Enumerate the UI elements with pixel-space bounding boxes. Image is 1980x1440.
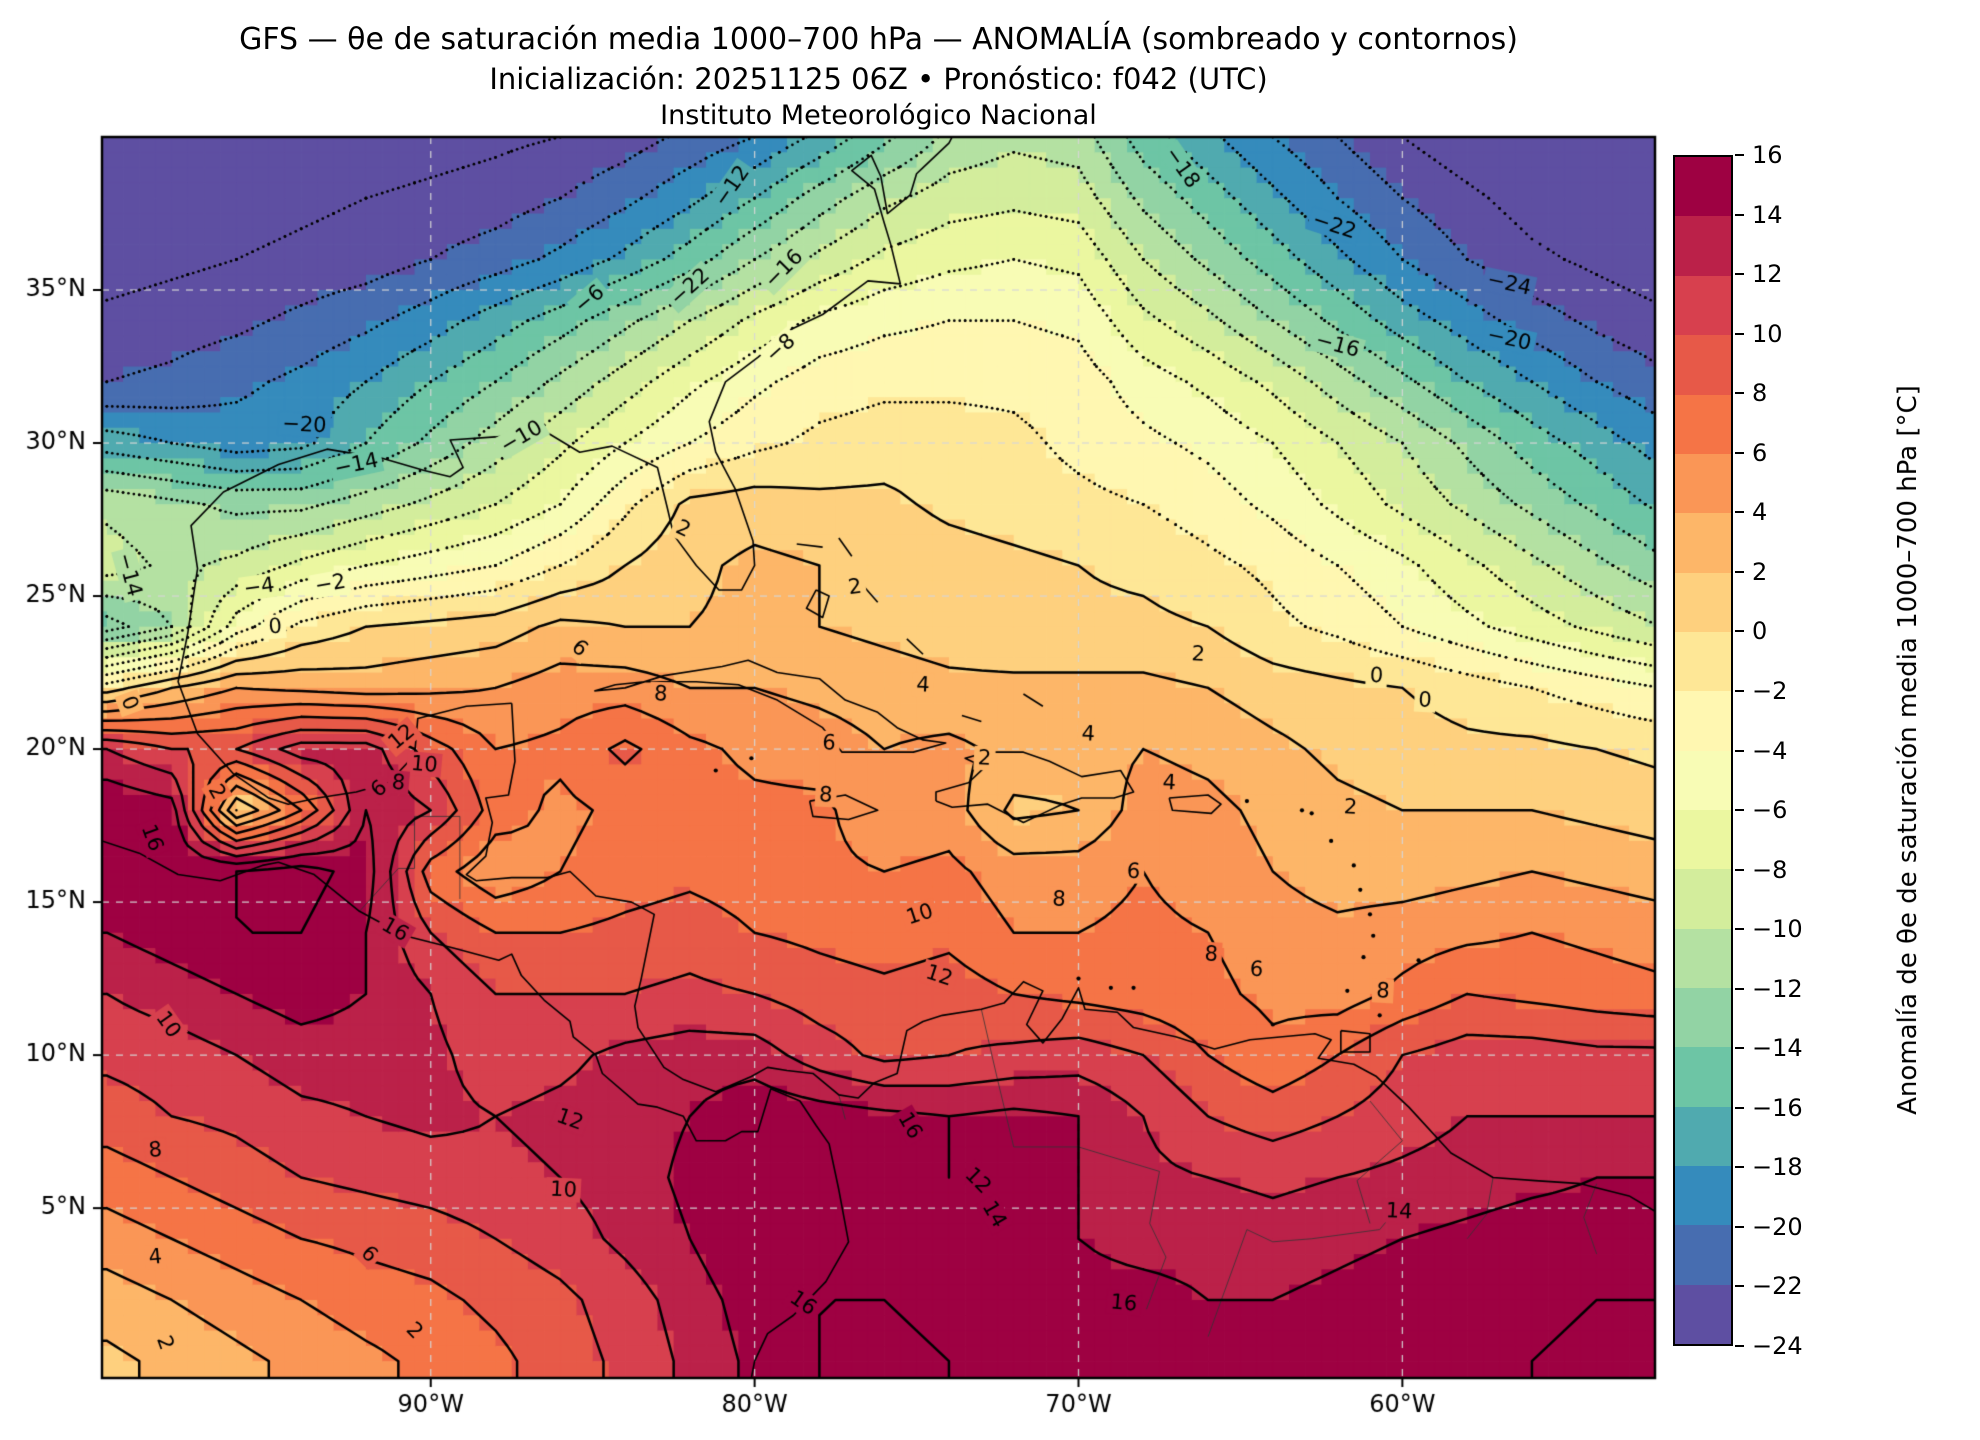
colorbar-band--8: [1675, 809, 1731, 870]
colorbar-tickmark: [1735, 213, 1744, 216]
colorbar-tickmark: [1735, 1225, 1744, 1228]
colorbar: [1673, 155, 1733, 1346]
colorbar-band--20: [1675, 1165, 1731, 1226]
colorbar-band--24: [1675, 1284, 1731, 1344]
colorbar-ticklabel: 6: [1752, 438, 1768, 467]
colorbar-tickmark: [1735, 1345, 1744, 1347]
colorbar-band-0: [1675, 572, 1731, 632]
colorbar-band-12: [1675, 216, 1731, 276]
colorbar-band-8: [1675, 335, 1731, 395]
colorbar-ticklabel: 0: [1752, 617, 1768, 646]
colorbar-band--16: [1675, 1047, 1731, 1107]
colorbar-band--22: [1675, 1225, 1731, 1285]
colorbar-ticklabel: 12: [1752, 260, 1783, 289]
colorbar-ticklabel: −2: [1752, 676, 1788, 705]
colorbar-band-14: [1675, 157, 1731, 217]
colorbar-band-4: [1675, 453, 1731, 514]
colorbar-tickmark: [1735, 868, 1744, 871]
colorbar-tickmark: [1735, 332, 1744, 335]
colorbar-ticklabel: −10: [1752, 915, 1803, 944]
colorbar-tickmark: [1735, 689, 1744, 692]
colorbar-ticklabel: 2: [1752, 557, 1768, 586]
colorbar-band--4: [1675, 691, 1731, 751]
colorbar-tickmark: [1735, 1047, 1744, 1050]
colorbar-tickmark: [1735, 749, 1744, 752]
colorbar-tickmark: [1735, 451, 1744, 454]
colorbar-tickmark: [1735, 570, 1744, 573]
colorbar-band--6: [1675, 750, 1731, 810]
colorbar-band-6: [1675, 394, 1731, 454]
colorbar-ticklabel: −6: [1752, 796, 1788, 825]
colorbar-tickmark: [1735, 392, 1744, 395]
colorbar-tickmark: [1735, 1166, 1744, 1169]
colorbar-band--10: [1675, 869, 1731, 929]
colorbar-tickmark: [1735, 809, 1744, 812]
colorbar-ticklabel: −16: [1752, 1093, 1803, 1122]
colorbar-tickmark: [1735, 1285, 1744, 1288]
colorbar-ticklabel: −20: [1752, 1212, 1803, 1241]
colorbar-ticklabel: 8: [1752, 379, 1768, 408]
colorbar-ticklabel: −12: [1752, 974, 1803, 1003]
colorbar-axis-label: Anomalía de θe de saturación media 1000–…: [1893, 385, 1923, 1115]
colorbar-band-2: [1675, 513, 1731, 573]
colorbar-band--2: [1675, 631, 1731, 692]
colorbar-ticklabel: 4: [1752, 498, 1768, 527]
colorbar-ticklabel: 16: [1752, 141, 1783, 169]
colorbar-ticklabel: −18: [1752, 1153, 1803, 1182]
colorbar-tickmark: [1735, 273, 1744, 276]
colorbar-band-10: [1675, 275, 1731, 336]
colorbar-band--14: [1675, 987, 1731, 1048]
colorbar-tickmark: [1735, 1106, 1744, 1109]
colorbar-band--18: [1675, 1106, 1731, 1166]
colorbar-ticklabel: −24: [1752, 1332, 1803, 1360]
colorbar-ticklabel: 14: [1752, 200, 1783, 229]
colorbar-tickmark: [1735, 987, 1744, 990]
colorbar-ticklabel: −14: [1752, 1034, 1803, 1063]
colorbar-tickmark: [1735, 154, 1744, 156]
colorbar-ticklabel: −22: [1752, 1272, 1803, 1301]
colorbar-tickmark: [1735, 511, 1744, 514]
colorbar-ticklabel: −8: [1752, 855, 1788, 884]
colorbar-tickmark: [1735, 630, 1744, 633]
colorbar-band--12: [1675, 928, 1731, 988]
colorbar-ticklabel: 10: [1752, 319, 1783, 348]
colorbar-ticklabel: −4: [1752, 736, 1788, 765]
colorbar-tickmark: [1735, 928, 1744, 931]
